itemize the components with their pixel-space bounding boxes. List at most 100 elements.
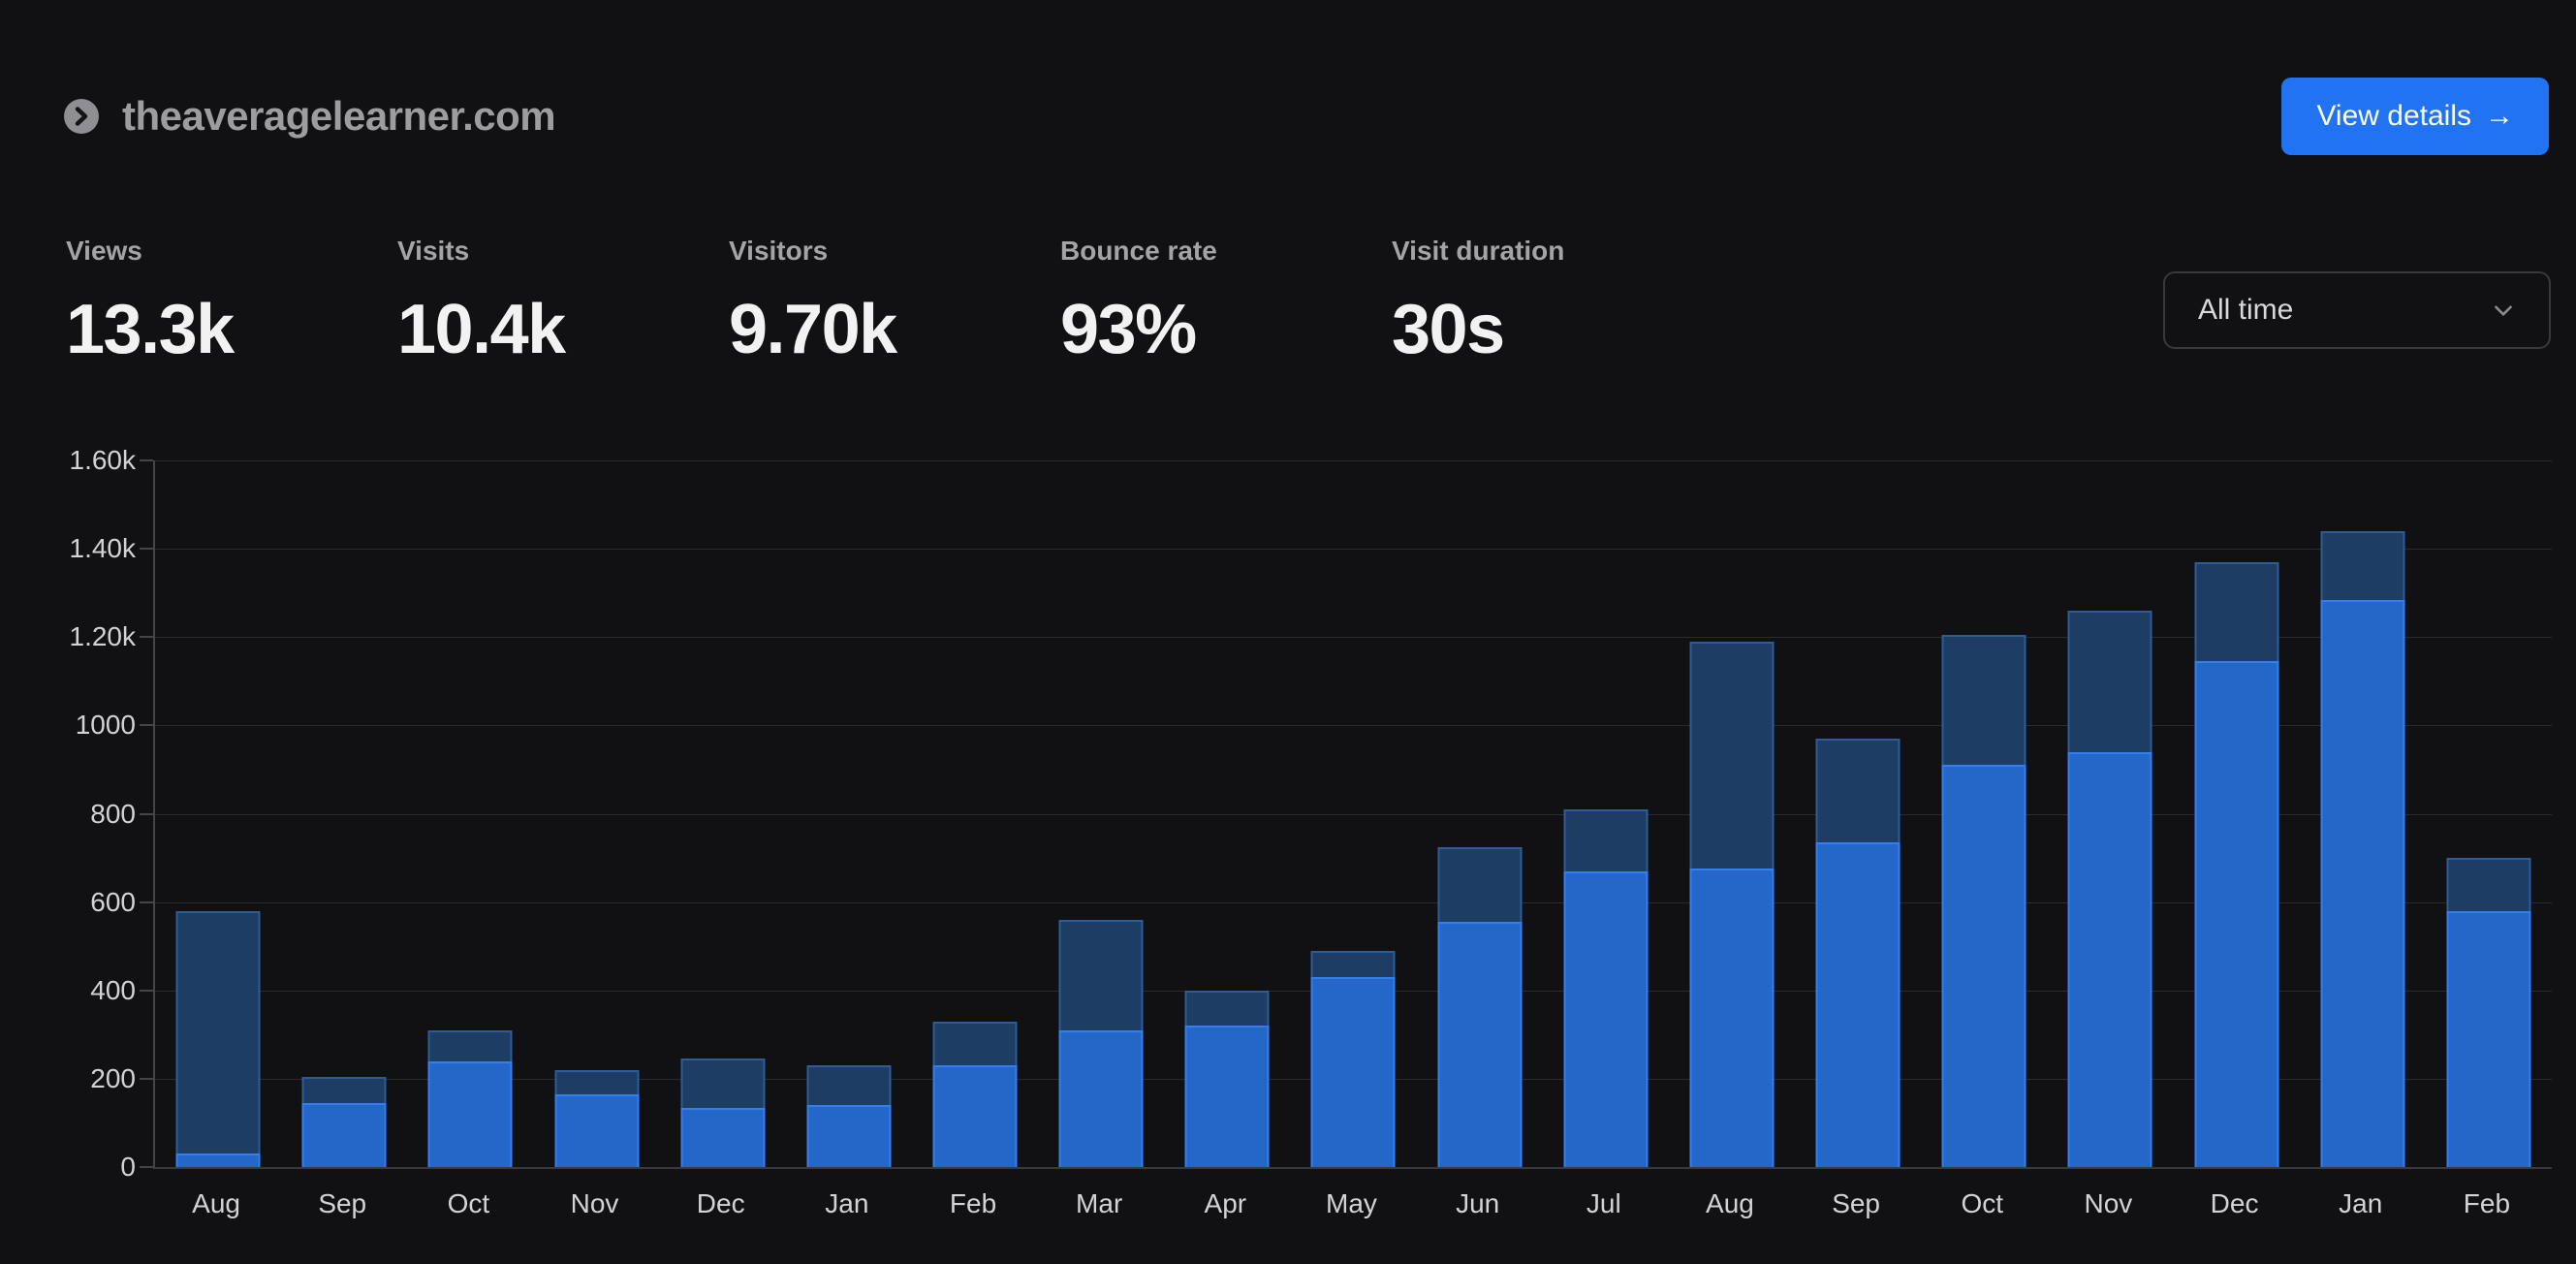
x-axis-label-18-feb: Feb: [2463, 1188, 2511, 1218]
y-axis-label-600: 600: [90, 886, 136, 917]
x-axis-label-9-may: May: [1326, 1188, 1377, 1218]
x-axis-label-17-jan: Jan: [2339, 1188, 2383, 1218]
visitors-bar-13-sep: [1815, 842, 1901, 1167]
visitors-bar-11-jul: [1563, 870, 1649, 1167]
x-axis-label-4-dec: Dec: [696, 1188, 745, 1218]
bar-group-2-oct[interactable]: [407, 460, 533, 1167]
visitors-bar-17-jan: [2320, 599, 2405, 1167]
x-axis-label-11-jul: Jul: [1586, 1188, 1621, 1218]
gridline-800: [155, 813, 2552, 815]
bar-group-5-jan[interactable]: [786, 460, 912, 1167]
y-axis-tick: [140, 1077, 153, 1080]
x-axis-label-8-apr: Apr: [1204, 1188, 1247, 1218]
bar-group-10-jun[interactable]: [1417, 460, 1543, 1167]
bar-group-0-aug[interactable]: [155, 460, 281, 1167]
views-bar-0-aug: [175, 910, 261, 1167]
gridline-1400: [155, 549, 2552, 551]
visitors-bar-3-nov: [554, 1093, 640, 1167]
stat-visits: Visits 10.4k: [397, 236, 729, 369]
view-details-label: View details: [2316, 100, 2471, 132]
time-range-dropdown[interactable]: All time: [2163, 271, 2551, 349]
x-axis-label-10-jun: Jun: [1456, 1188, 1500, 1218]
visitors-bar-2-oct: [427, 1060, 513, 1167]
visitors-bar-10-jun: [1437, 922, 1523, 1167]
y-axis-label-800: 800: [90, 798, 136, 829]
visitors-bar-1-sep: [301, 1102, 387, 1167]
stat-value: 9.70k: [729, 291, 897, 368]
x-axis-label-1-sep: Sep: [318, 1188, 367, 1218]
x-axis-label-15-nov: Nov: [2084, 1188, 2133, 1218]
bar-group-13-sep[interactable]: [1795, 460, 1921, 1167]
x-axis-label-6-feb: Feb: [949, 1188, 997, 1218]
y-axis-label-0: 0: [120, 1152, 136, 1182]
bar-group-16-dec[interactable]: [2174, 460, 2300, 1167]
x-axis-label-2-oct: Oct: [447, 1188, 490, 1218]
y-axis-tick: [140, 636, 153, 639]
y-axis-tick: [140, 724, 153, 727]
visitors-bar-6-feb: [932, 1065, 1018, 1167]
stat-label: Bounce rate: [1060, 236, 1217, 266]
bar-group-4-dec[interactable]: [660, 460, 786, 1167]
y-axis-label-200: 200: [90, 1062, 136, 1093]
visitors-bar-16-dec: [2194, 661, 2279, 1167]
bar-columns: [155, 460, 2552, 1167]
visitors-bar-14-oct: [1941, 765, 2026, 1167]
bar-group-3-nov[interactable]: [533, 460, 659, 1167]
x-axis-label-3-nov: Nov: [570, 1188, 619, 1218]
x-axis-label-12-aug: Aug: [1706, 1188, 1754, 1218]
x-axis-label-0-aug: Aug: [192, 1188, 240, 1218]
visitors-bar-9-may: [1310, 977, 1396, 1167]
time-range-selected: All time: [2198, 294, 2294, 326]
bar-group-8-apr[interactable]: [1164, 460, 1290, 1167]
site-header: theaveragelearner.com: [64, 93, 556, 140]
stat-value: 30s: [1392, 291, 1505, 368]
x-axis-label-7-mar: Mar: [1076, 1188, 1123, 1218]
view-details-button[interactable]: View details →: [2281, 78, 2549, 155]
bar-group-1-sep[interactable]: [281, 460, 407, 1167]
bar-group-12-aug[interactable]: [1669, 460, 1795, 1167]
x-axis-label-5-jan: Jan: [825, 1188, 869, 1218]
stat-value: 93%: [1060, 291, 1197, 368]
gridline-1200: [155, 637, 2552, 639]
gridline-1000: [155, 725, 2552, 727]
y-axis-tick: [140, 459, 153, 461]
stat-label: Visit duration: [1392, 236, 1565, 266]
visitors-bar-18-feb: [2446, 910, 2531, 1167]
stats-row: Views 13.3k Visits 10.4k Visitors 9.70k …: [66, 236, 1723, 369]
site-chevron-badge-icon: [64, 99, 99, 134]
bar-group-18-feb[interactable]: [2426, 460, 2552, 1167]
bar-group-7-mar[interactable]: [1038, 460, 1164, 1167]
x-axis-labels: Aug Sep Oct Nov Dec Jan Feb Mar Apr May Jun Jul Aug S…: [153, 1188, 2550, 1219]
y-axis-tick: [140, 548, 153, 551]
y-axis-label-1.60k: 1.60k: [69, 445, 137, 475]
bar-group-9-may[interactable]: [1290, 460, 1416, 1167]
x-axis-label-14-oct: Oct: [1961, 1188, 2004, 1218]
visitors-bar-5-jan: [806, 1105, 892, 1167]
bar-group-11-jul[interactable]: [1543, 460, 1669, 1167]
bar-group-14-oct[interactable]: [1921, 460, 2047, 1167]
y-axis-label-1.20k: 1.20k: [69, 621, 137, 652]
stat-value: 13.3k: [66, 291, 235, 368]
chevron-down-icon: [2495, 305, 2512, 316]
bar-group-17-jan[interactable]: [2300, 460, 2426, 1167]
x-axis-label-13-sep: Sep: [1832, 1188, 1881, 1218]
bar-group-15-nov[interactable]: [2047, 460, 2173, 1167]
gridline-1600: [155, 460, 2552, 461]
gridline-600: [155, 901, 2552, 903]
stat-label: Views: [66, 236, 142, 266]
bar-group-6-feb[interactable]: [912, 460, 1038, 1167]
visitors-bar-15-nov: [2067, 751, 2152, 1167]
y-axis-tick: [140, 901, 153, 903]
stat-label: Visits: [397, 236, 470, 266]
visitors-bar-0-aug: [175, 1153, 261, 1167]
visitors-bar-7-mar: [1058, 1029, 1144, 1167]
stat-bounce-rate: Bounce rate 93%: [1060, 236, 1392, 369]
y-axis-tick: [140, 812, 153, 815]
stat-visitors: Visitors 9.70k: [729, 236, 1060, 369]
visitors-bar-4-dec: [680, 1107, 766, 1167]
plot-area: [153, 460, 2552, 1169]
stat-visit-duration: Visit duration 30s: [1392, 236, 1723, 369]
y-axis-label-400: 400: [90, 974, 136, 1005]
y-axis-label-1.40k: 1.40k: [69, 533, 137, 564]
stat-value: 10.4k: [397, 291, 566, 368]
